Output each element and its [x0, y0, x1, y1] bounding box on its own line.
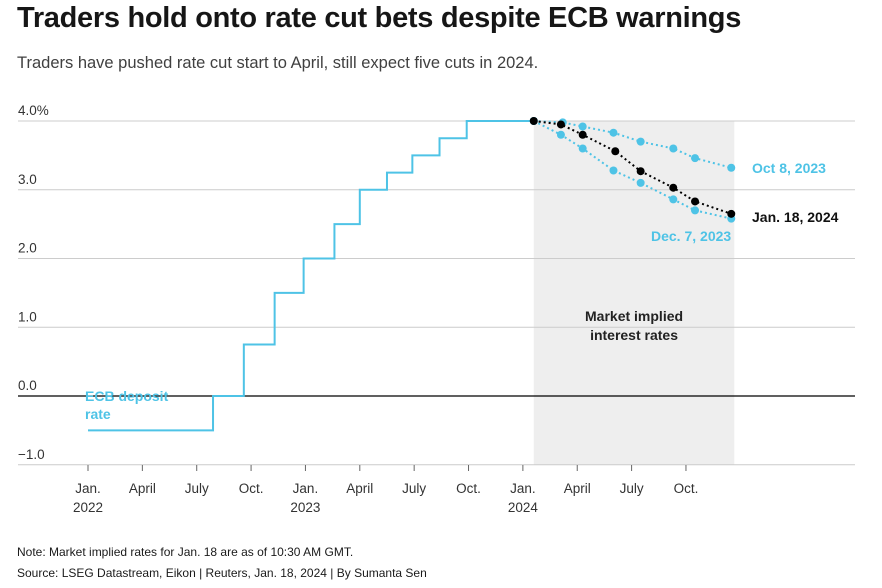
series-label-jan-18-2024: Jan. 18, 2024: [752, 209, 839, 225]
x-tick-label: April: [564, 481, 591, 496]
series-line-oct-8-2023: [533, 120, 732, 169]
series-line-dec-7-2023: [533, 120, 732, 220]
series-point-jan-18-2024: [611, 147, 620, 156]
shade-label-line2: interest rates: [590, 327, 678, 343]
y-axis: 4.0% 3.0 2.0 1.0 0.0 −1.0: [18, 103, 49, 462]
series-label-oct-8-2023: Oct 8, 2023: [752, 160, 826, 176]
x-tick-label: Jan.: [510, 481, 536, 496]
series-point-dec-7-2023: [556, 130, 565, 139]
series-point-oct-8-2023: [578, 122, 587, 131]
series-point-oct-8-2023: [669, 144, 678, 153]
x-tick-label: Jan.: [75, 481, 101, 496]
shade-label-line1: Market implied: [585, 308, 683, 324]
x-tick-label: July: [185, 481, 209, 496]
x-tick-label: July: [620, 481, 644, 496]
chart-title: Traders hold onto rate cut bets despite …: [17, 2, 742, 34]
x-tick-label: July: [402, 481, 426, 496]
y-tick-label: 0.0: [18, 378, 37, 393]
y-tick-label: 4.0%: [18, 103, 49, 118]
series-point-dec-7-2023: [669, 195, 678, 204]
x-tick-label: Jan.: [293, 481, 319, 496]
y-tick-label: 1.0: [18, 309, 37, 324]
x-axis: Jan. 2022 April July Oct. Jan. 2023 April July Oc…: [73, 465, 698, 515]
x-tick-label: April: [129, 481, 156, 496]
series-point-oct-8-2023: [609, 128, 618, 137]
series-line-jan-18-2024: [533, 120, 732, 215]
series-point-dec-7-2023: [636, 178, 645, 187]
series-point-jan-18-2024: [529, 117, 538, 125]
x-tick-label: Oct.: [456, 481, 481, 496]
x-tick-year: 2022: [73, 500, 103, 515]
rate-chart: 4.0% 3.0 2.0 1.0 0.0 −1.0 Jan. 2022 April July Oc…: [18, 103, 855, 515]
series-point-jan-18-2024: [636, 167, 645, 176]
grid-lines: [18, 120, 855, 466]
ecb-deposit-rate-line: [88, 120, 534, 432]
y-tick-label: 3.0: [18, 172, 37, 187]
series-point-dec-7-2023: [578, 144, 587, 153]
x-tick-year: 2023: [290, 500, 320, 515]
series-point-jan-18-2024: [556, 120, 565, 129]
series-point-dec-7-2023: [691, 206, 700, 215]
source-credit: Source: LSEG Datastream, Eikon | Reuters…: [17, 566, 427, 580]
series-point-jan-18-2024: [727, 209, 736, 218]
series-label-dec-7-2023: Dec. 7, 2023: [651, 228, 731, 244]
x-tick-label: Oct.: [674, 481, 699, 496]
series-point-jan-18-2024: [691, 197, 700, 206]
x-tick-label: Oct.: [239, 481, 264, 496]
series-point-jan-18-2024: [669, 183, 678, 192]
y-tick-label: 2.0: [18, 241, 37, 256]
implied-rate-series: [529, 117, 736, 223]
chart-subtitle: Traders have pushed rate cut start to Ap…: [17, 54, 539, 72]
series-point-oct-8-2023: [691, 154, 700, 163]
series-point-dec-7-2023: [609, 166, 618, 175]
series-point-oct-8-2023: [727, 163, 736, 172]
market-implied-shade: [533, 121, 735, 465]
series-point-jan-18-2024: [578, 130, 587, 139]
ecb-label-line2: rate: [85, 406, 111, 422]
x-tick-year: 2024: [508, 500, 539, 515]
ecb-label-line1: ECB deposit: [85, 388, 169, 404]
y-tick-label: −1.0: [18, 447, 45, 462]
x-tick-label: April: [346, 481, 373, 496]
footnote: Note: Market implied rates for Jan. 18 a…: [17, 545, 354, 559]
series-point-oct-8-2023: [636, 137, 645, 146]
